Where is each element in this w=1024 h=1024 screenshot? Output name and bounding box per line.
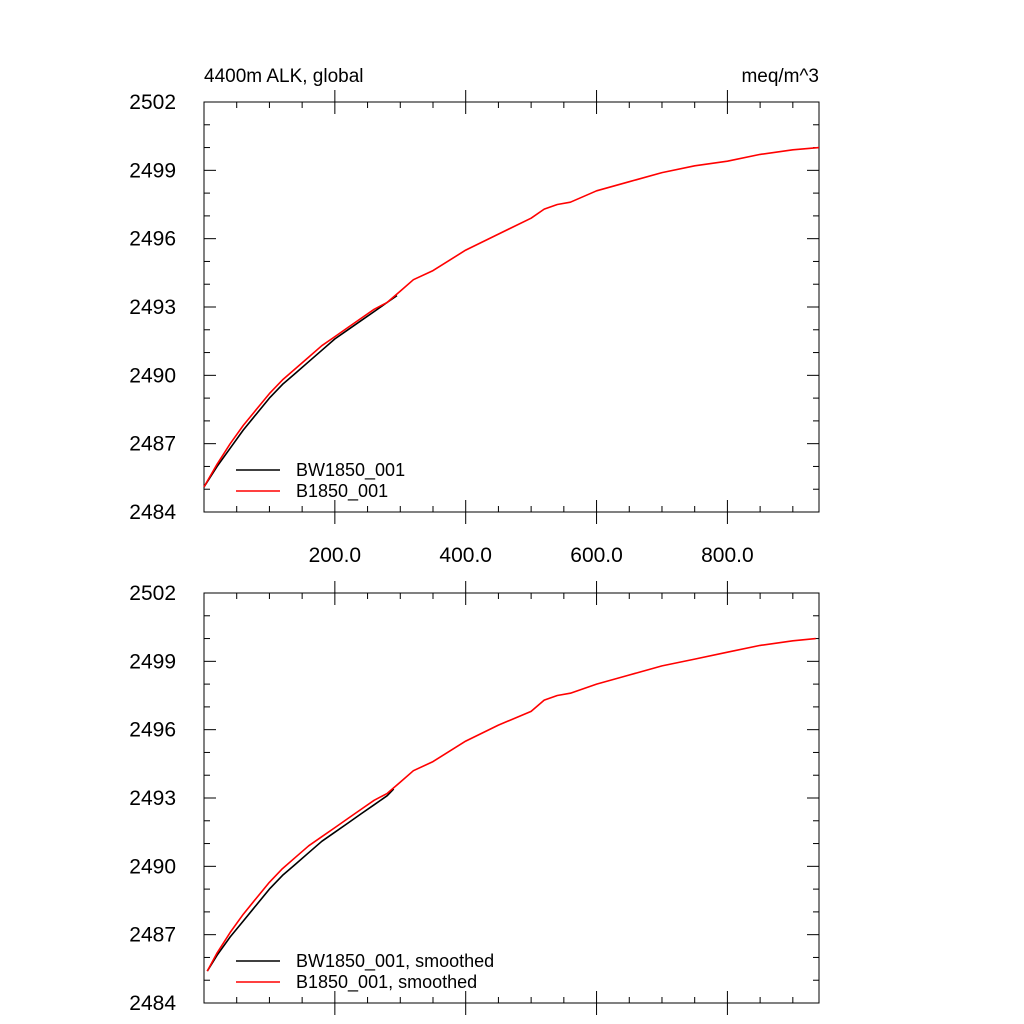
y-tick-label: 2484 (129, 501, 176, 524)
y-tick-label: 2493 (129, 296, 176, 319)
series-line (203, 146, 820, 488)
axes: 2484 2487 2490 2493 2496 2499 2502 (129, 581, 819, 1015)
units-label: meq/m^3 (741, 66, 819, 87)
panel-title: 4400m ALK, global (204, 66, 364, 87)
plot-frame (203, 592, 820, 1004)
y-tick-label: 2490 (129, 855, 176, 878)
series-line (203, 294, 398, 488)
y-tick-label: 2484 (129, 992, 176, 1015)
y-tick-label: 2490 (129, 364, 176, 387)
y-tick-label: 2502 (129, 91, 176, 114)
legend-label: B1850_001, smoothed (296, 972, 477, 993)
x-tick-label: 600.0 (570, 544, 623, 567)
y-tick-label: 2496 (129, 719, 176, 742)
series-lines (206, 637, 816, 972)
y-tick-label: 2499 (129, 650, 176, 673)
y-tick-label: 2487 (129, 433, 176, 456)
x-tick-label: 200.0 (309, 544, 362, 567)
bottom-panel: 2484 2487 2490 2493 2496 2499 2502 BW1850_001,… (129, 581, 820, 1015)
y-tick-label: 2496 (129, 228, 176, 251)
legend-label: B1850_001 (296, 481, 388, 502)
top-panel: 4400m ALK, global meq/m^3 24842487249024… (129, 66, 820, 567)
y-tick-label: 2502 (129, 582, 176, 605)
series-lines (203, 146, 820, 488)
x-tick-label: 800.0 (701, 544, 754, 567)
series-line (206, 637, 816, 972)
axes: 2484 2487 2490 2493 2496 2499 2502 200.0 400.0 60… (129, 90, 819, 567)
plot-frame (203, 101, 820, 513)
y-tick-label: 2499 (129, 159, 176, 182)
y-tick-label: 2487 (129, 924, 176, 947)
legend-label: BW1850_001 (296, 460, 405, 481)
x-tick-label: 400.0 (439, 544, 492, 567)
legend-label: BW1850_001, smoothed (296, 951, 494, 972)
series-line (206, 788, 395, 972)
y-tick-label: 2493 (129, 787, 176, 810)
